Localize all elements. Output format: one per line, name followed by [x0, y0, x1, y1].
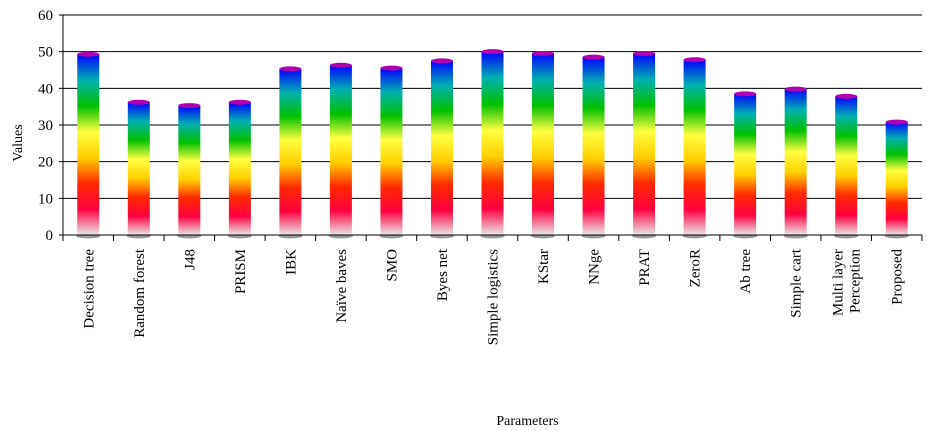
- bar-group: [379, 65, 404, 239]
- bar-group: [76, 51, 101, 239]
- x-tick-label: Simple logistics: [486, 249, 502, 345]
- bar-cap: [279, 66, 302, 72]
- x-tick-label: PRAT: [637, 249, 653, 286]
- x-tick-label: Byes net: [435, 248, 451, 301]
- bar-cap: [228, 99, 251, 105]
- x-axis-label: Parameters: [496, 414, 558, 429]
- y-axis-label: Values: [11, 124, 26, 161]
- bar: [683, 59, 706, 235]
- bar: [582, 57, 605, 235]
- bar-cap: [532, 51, 555, 56]
- bar: [228, 102, 251, 236]
- bar-group: [834, 93, 859, 239]
- bar: [178, 105, 201, 235]
- bar-group: [429, 58, 454, 239]
- bar: [481, 51, 504, 235]
- bar-cap: [885, 119, 908, 125]
- y-tick-label: 60: [38, 8, 53, 24]
- bar-cap: [784, 86, 807, 92]
- bar-group: [177, 103, 202, 239]
- bar-cap: [582, 54, 605, 60]
- y-tick-label: 10: [38, 191, 53, 207]
- bar: [835, 96, 858, 236]
- bar-cap: [329, 62, 352, 68]
- x-tick-label: SMO: [384, 249, 400, 282]
- bar-cap: [835, 93, 858, 99]
- bar-group: [884, 119, 909, 239]
- x-tick-label: KStar: [536, 249, 552, 284]
- bar: [380, 68, 403, 236]
- y-tick-label: 50: [38, 45, 53, 61]
- bar-cap: [481, 49, 504, 55]
- bars: [76, 49, 909, 239]
- bar: [784, 89, 807, 235]
- y-ticks: 0 10 20 30 40 50 60: [38, 8, 63, 244]
- bar-cap: [633, 51, 656, 56]
- bar-group: [682, 57, 707, 239]
- bar: [633, 53, 656, 235]
- bar-cap: [127, 99, 150, 105]
- bar: [77, 54, 100, 235]
- bar-group: [632, 51, 657, 239]
- bar: [734, 93, 757, 235]
- bar-group: [581, 54, 606, 239]
- y-tick-label: 40: [38, 81, 53, 97]
- x-tick-label: Random forest: [132, 248, 148, 338]
- x-tick-label: PRISM: [233, 249, 249, 294]
- x-tick-label: IBK: [283, 249, 299, 275]
- x-tick-label: J48: [182, 249, 198, 270]
- bar-cap: [380, 65, 403, 71]
- y-tick-label: 30: [38, 118, 53, 134]
- x-tick-label: Proposed: [890, 249, 906, 305]
- bar-group: [783, 86, 808, 239]
- x-tick-label: Simple cart: [789, 248, 805, 318]
- bar-group: [480, 49, 505, 239]
- bar: [430, 60, 453, 236]
- bar-cap: [683, 57, 706, 63]
- bar: [279, 68, 302, 236]
- bar-cap: [734, 91, 757, 97]
- y-tick-label: 0: [46, 228, 54, 244]
- bar-group: [733, 91, 758, 239]
- bar-group: [531, 51, 556, 239]
- bar-group: [328, 62, 353, 239]
- bar: [885, 122, 908, 235]
- bar-group: [278, 66, 303, 239]
- bar: [329, 65, 352, 235]
- bar-group: [126, 99, 151, 239]
- x-tick-label: Multi layerPerception: [831, 249, 864, 317]
- y-tick-label: 20: [38, 155, 53, 171]
- x-ticks: Decision tree Random forest J48 PRISM IBK Naï…: [81, 248, 905, 345]
- x-tick-label: NNge: [587, 249, 603, 285]
- bar-cap: [430, 58, 453, 64]
- bar-cap: [77, 51, 100, 57]
- x-tick-label: Decision tree: [81, 249, 97, 329]
- bar-group: [227, 99, 252, 239]
- x-tick-label: Naïve baves: [334, 249, 350, 323]
- bar: [532, 53, 555, 235]
- bar-cap: [178, 103, 201, 109]
- x-tick-label: Ab tree: [738, 249, 754, 294]
- bar: [127, 102, 150, 236]
- x-tick-label: ZeroR: [688, 249, 704, 287]
